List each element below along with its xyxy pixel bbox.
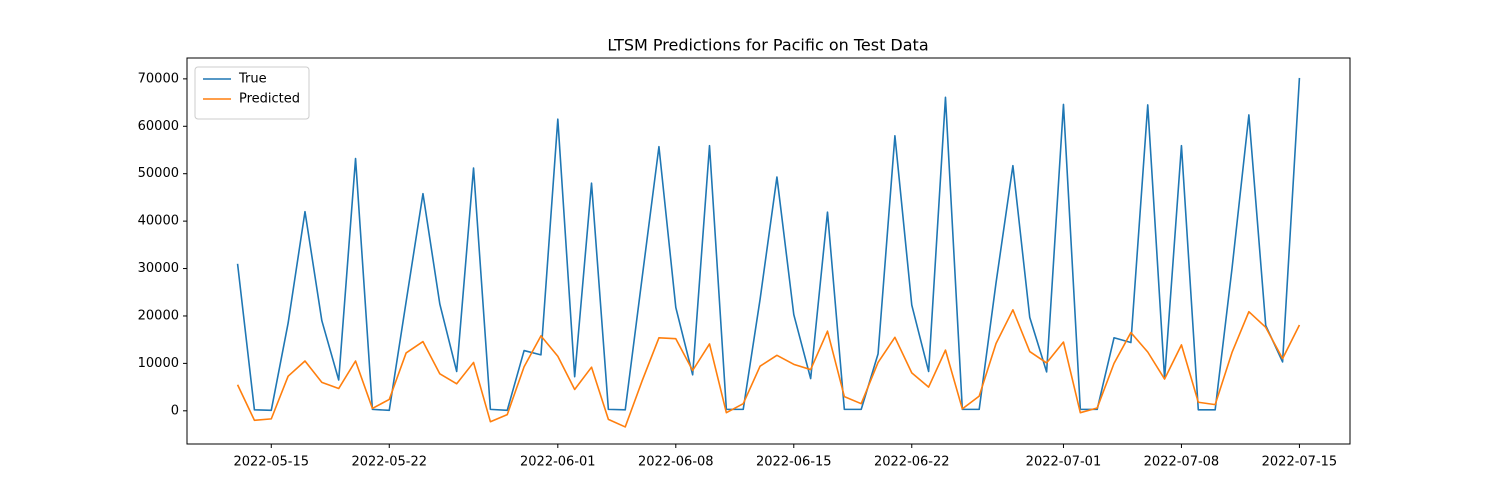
y-tick-label: 20000 xyxy=(138,308,179,323)
chart-title: LTSM Predictions for Pacific on Test Dat… xyxy=(607,36,928,55)
legend-box xyxy=(194,66,310,120)
x-tick-label: 2022-06-15 xyxy=(756,455,832,470)
x-tick-label: 2022-07-01 xyxy=(1026,455,1102,470)
x-tick-label: 2022-06-01 xyxy=(520,455,596,470)
line-series xyxy=(236,77,1301,412)
legend-label: Predicted xyxy=(239,92,300,107)
y-tick-label: 70000 xyxy=(138,71,179,86)
y-tick-label: 60000 xyxy=(138,119,179,134)
y-tick-label: 30000 xyxy=(138,261,179,276)
line-series xyxy=(236,309,1301,428)
plot-frame xyxy=(186,57,1351,445)
x-tick-label: 2022-06-22 xyxy=(874,455,950,470)
y-tick-label: 40000 xyxy=(138,214,179,229)
legend-label: True xyxy=(238,72,267,87)
x-tick-label: 2022-07-08 xyxy=(1144,455,1220,470)
x-tick-label: 2022-05-15 xyxy=(233,455,309,470)
y-tick-label: 0 xyxy=(171,403,179,418)
x-tick-label: 2022-05-22 xyxy=(351,455,427,470)
x-tick-label: 2022-07-15 xyxy=(1262,455,1338,470)
y-tick-label: 50000 xyxy=(138,166,179,181)
x-tick-label: 2022-06-08 xyxy=(638,455,714,470)
y-tick-label: 10000 xyxy=(138,356,179,371)
